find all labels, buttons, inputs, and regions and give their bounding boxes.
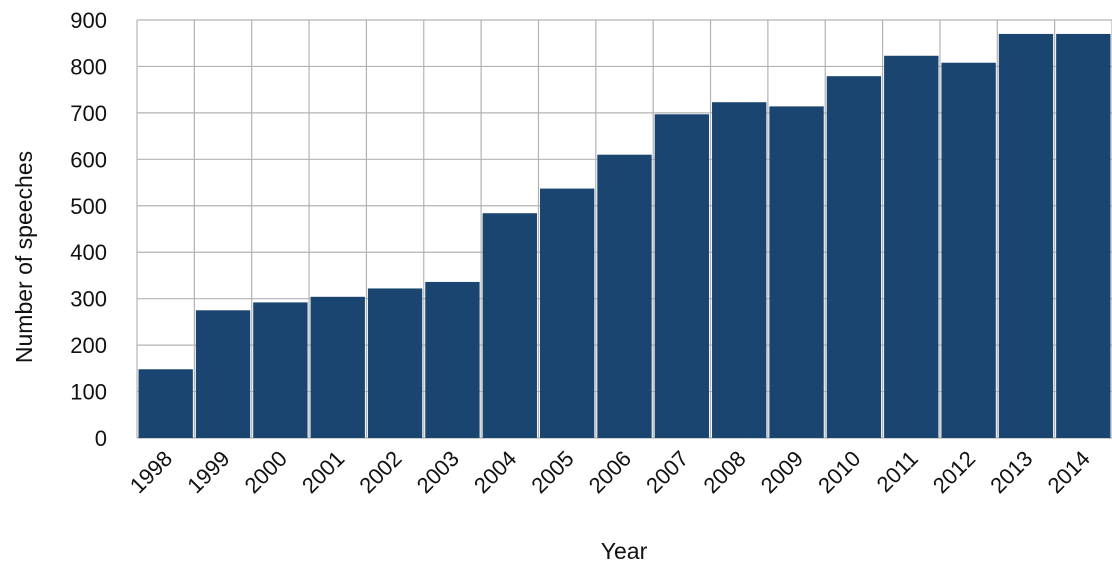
x-tick-2008: 2008: [698, 446, 750, 498]
x-tick-2001: 2001: [297, 446, 349, 498]
y-tick-4: 400: [70, 240, 107, 265]
x-tick-2010: 2010: [813, 446, 865, 498]
x-tick-1999: 1999: [182, 446, 234, 498]
x-tick-2006: 2006: [584, 446, 636, 498]
x-axis-title: Year: [601, 538, 648, 564]
y-tick-2: 200: [70, 333, 107, 358]
y-axis-title: Number of speeches: [11, 151, 37, 363]
x-tick-2011: 2011: [872, 446, 923, 497]
y-tick-7: 700: [70, 101, 107, 126]
y-tick-1: 100: [70, 380, 107, 405]
bar-2003: [425, 281, 480, 438]
bar-1998: [138, 369, 193, 438]
bar-2013: [998, 33, 1054, 438]
x-tick-2007: 2007: [641, 446, 693, 498]
x-tick-2009: 2009: [756, 446, 808, 498]
bar-2001: [310, 296, 365, 438]
bar-2009: [769, 106, 824, 439]
bar-2014: [1056, 33, 1111, 438]
bar-2008: [712, 102, 767, 438]
x-tick-2014: 2014: [1043, 446, 1095, 498]
bar-2006: [597, 154, 652, 438]
x-tick-2003: 2003: [412, 446, 464, 498]
bar-2012: [941, 62, 996, 439]
y-tick-labels: 0 100 200 300 400 500 600 700 800 900: [70, 8, 107, 451]
bars: [138, 33, 1111, 439]
x-tick-2005: 2005: [526, 446, 578, 498]
x-tick-2013: 2013: [985, 446, 1037, 498]
x-tick-labels: 1998 1999 2000 2001 2002 2003 2004 2005 2006 2007…: [125, 446, 1095, 498]
x-tick-2002: 2002: [354, 446, 406, 498]
y-tick-3: 300: [70, 287, 107, 312]
bar-2011: [884, 55, 939, 439]
x-tick-2000: 2000: [240, 446, 292, 498]
bar-2004: [482, 213, 537, 438]
x-tick-1998: 1998: [125, 446, 177, 498]
x-tick-2012: 2012: [928, 446, 980, 498]
bar-2010: [826, 76, 882, 438]
y-tick-9: 900: [70, 8, 107, 33]
bar-2007: [654, 114, 710, 438]
bar-2000: [253, 302, 308, 438]
y-tick-0: 0: [95, 426, 107, 451]
y-tick-8: 800: [70, 54, 107, 79]
bar-2002: [367, 288, 423, 438]
bar-2005: [539, 188, 595, 438]
y-tick-6: 600: [70, 147, 107, 172]
x-tick-2004: 2004: [469, 446, 521, 498]
bar-1999: [195, 310, 251, 438]
y-tick-5: 500: [70, 194, 107, 219]
